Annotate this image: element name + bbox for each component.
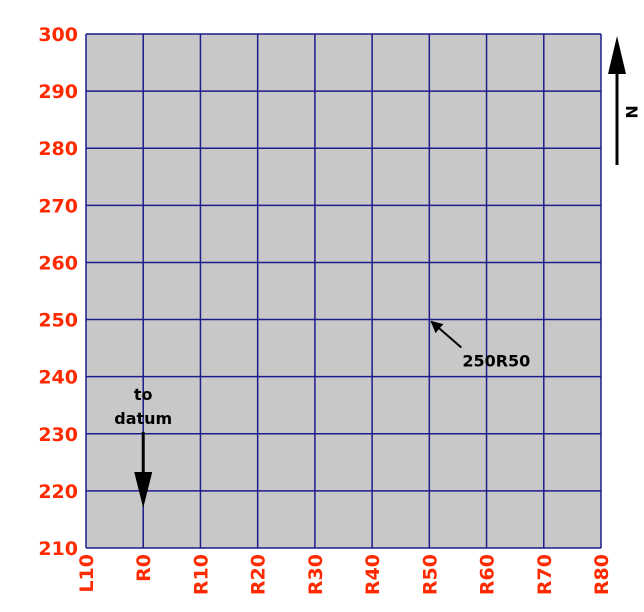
x-axis-labels: L10 R0 R10 R20 R30 R40 R50 R60 R70 R80 xyxy=(76,554,613,595)
x-tick-label: R70 xyxy=(534,554,556,595)
x-tick-label: R50 xyxy=(419,554,441,595)
north-label: N xyxy=(622,105,641,118)
datum-arrow-head xyxy=(134,472,153,508)
grid-point-annotation: 250R50 xyxy=(430,320,530,371)
x-tick-label: R20 xyxy=(248,554,270,595)
x-tick-label: R40 xyxy=(362,554,384,595)
annotation-arrow xyxy=(430,320,462,349)
y-tick-label: 290 xyxy=(38,81,78,103)
datum-label-line1: to xyxy=(134,385,153,404)
y-tick-label: 210 xyxy=(38,538,78,560)
grid-background xyxy=(86,34,601,548)
y-tick-label: 220 xyxy=(38,481,78,503)
x-tick-label: R80 xyxy=(591,554,613,595)
north-arrow-head xyxy=(608,36,626,74)
y-tick-label: 250 xyxy=(38,310,78,332)
y-tick-label: 260 xyxy=(38,252,78,274)
y-tick-label: 240 xyxy=(38,367,78,389)
y-tick-label: 230 xyxy=(38,424,78,446)
x-tick-label: L10 xyxy=(76,554,98,593)
y-tick-label: 300 xyxy=(38,24,78,46)
north-arrow: N xyxy=(608,36,641,165)
y-tick-label: 280 xyxy=(38,138,78,160)
datum-label-line2: datum xyxy=(114,409,172,428)
y-axis-labels: 300 290 280 270 260 250 240 230 220 210 xyxy=(38,24,78,560)
x-tick-label: R30 xyxy=(305,554,327,595)
x-tick-label: R60 xyxy=(477,554,499,595)
grid-lines xyxy=(85,33,602,549)
x-tick-label: R10 xyxy=(190,554,212,595)
y-tick-label: 270 xyxy=(38,195,78,217)
annotation-label: 250R50 xyxy=(462,352,530,371)
datum-indicator: to datum xyxy=(114,385,172,508)
x-tick-label: R0 xyxy=(133,554,155,582)
